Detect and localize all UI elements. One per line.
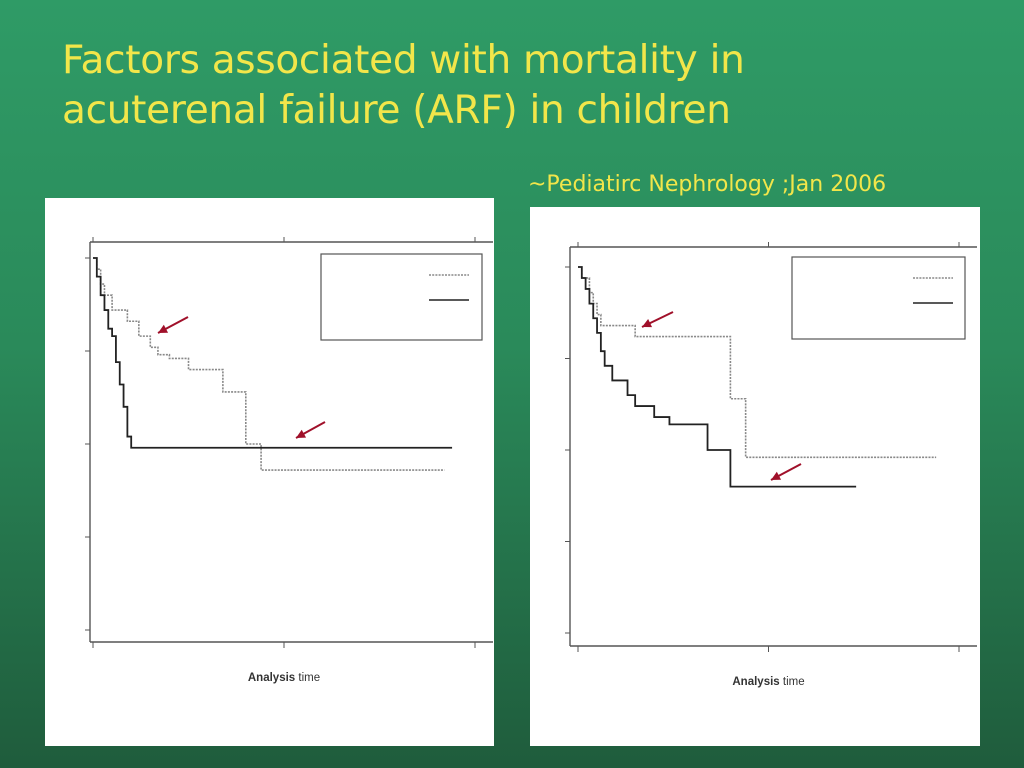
annotation-arrow-head xyxy=(158,324,169,333)
slide-title-line-2: acuterenal failure (ARF) in children xyxy=(62,88,731,133)
x-axis-label-bold: Analysis xyxy=(732,676,779,688)
x-axis-label: Analysis time xyxy=(248,672,320,684)
km-curve-with-sepsis xyxy=(578,266,857,488)
chart-panel-sepsis: Analysis time xyxy=(530,207,980,746)
annotation-arrow-head xyxy=(296,429,307,438)
source-citation: ~Pediatirc Nephrology ;Jan 2006 xyxy=(528,172,887,197)
x-axis-label-rest: time xyxy=(780,676,805,688)
slide-title: Factors associated with mortality in acu… xyxy=(62,36,962,136)
km-curve-nonoliguric xyxy=(93,257,453,449)
km-chart-sepsis: Analysis time xyxy=(565,242,977,688)
legend-box xyxy=(791,256,966,340)
slide-title-line-1: Factors associated with mortality in xyxy=(62,38,745,83)
annotation-arrow-head xyxy=(642,319,653,328)
km-curve-without-sepsis xyxy=(578,266,937,459)
legend-box xyxy=(320,253,483,341)
x-axis-label: Analysis time xyxy=(732,676,804,688)
annotation-arrow-head xyxy=(771,471,782,480)
km-chart-oliguria: Analysis time xyxy=(85,237,493,684)
km-curve-oliguric xyxy=(93,257,445,471)
chart-panel-oliguria: Analysis time xyxy=(45,198,494,746)
x-axis-label-bold: Analysis xyxy=(248,672,295,684)
x-axis-label-rest: time xyxy=(295,672,320,684)
